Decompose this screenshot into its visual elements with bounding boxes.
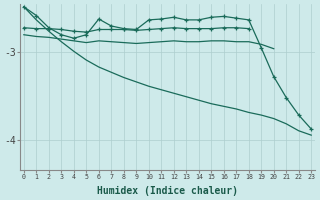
X-axis label: Humidex (Indice chaleur): Humidex (Indice chaleur) xyxy=(97,186,238,196)
